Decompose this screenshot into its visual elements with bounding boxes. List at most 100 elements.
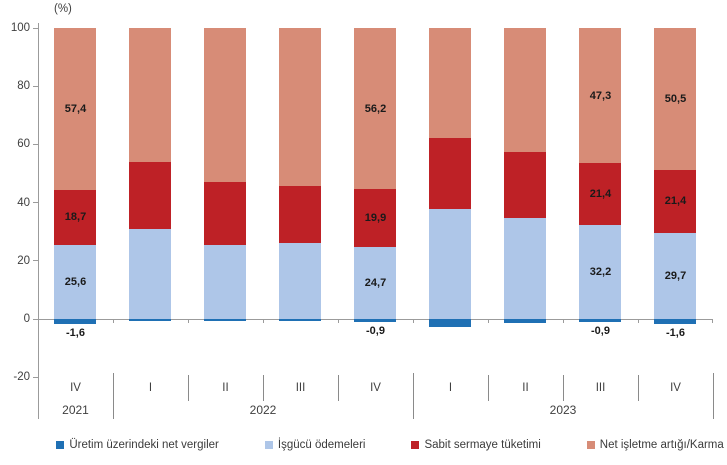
- bar-segment-fixed-capital: [279, 186, 321, 244]
- value-label: 24,7: [364, 277, 387, 290]
- y-tick: [33, 376, 38, 378]
- legend-item: Net işletme artığı/Karma gelir: [586, 439, 727, 451]
- x-tick: [413, 319, 414, 323]
- x-tick: [263, 319, 264, 323]
- legend-item: Sabit sermaye tüketimi: [411, 439, 541, 451]
- y-tick: [33, 260, 38, 262]
- x-tick: [188, 319, 189, 323]
- x-tick: [38, 319, 39, 323]
- value-label: 19,9: [364, 212, 387, 225]
- x-axis-label-area: IV I II III IV I II III IV 2021 2022 2023: [38, 372, 714, 422]
- bar-segment-surplus: [504, 28, 546, 152]
- bar-segment-surplus: [429, 28, 471, 138]
- y-tick-label: 0: [23, 313, 30, 325]
- y-tick-label: 60: [17, 138, 30, 151]
- bar-slot-2: [188, 28, 263, 323]
- plot-area: -1,6 25,6 18,7 57,4 -0,9 24,7 19,9 56,2 -0,9 32,2…: [38, 28, 713, 339]
- bar-segment-net-taxes: [654, 319, 696, 324]
- value-label: 21,4: [589, 188, 612, 201]
- bar-segment-labour: [279, 243, 321, 319]
- year-separator: [413, 373, 414, 419]
- bar-segment-net-taxes: [504, 319, 546, 324]
- y-tick: [33, 27, 38, 29]
- bar-slot-6: [488, 28, 563, 324]
- quarter-separator: [263, 375, 264, 401]
- bar-segment-fixed-capital: [354, 189, 396, 248]
- bar-segment-net-taxes: [429, 319, 471, 327]
- value-label: 56,2: [364, 102, 387, 115]
- quarter-label: IV: [370, 382, 381, 394]
- legend-label: İşgücü ödemeleri: [277, 439, 366, 451]
- quarter-label: I: [148, 382, 153, 394]
- bar-segment-labour: [354, 247, 396, 319]
- year-label: 2022: [249, 403, 277, 417]
- value-label: -1,6: [666, 326, 685, 339]
- bar-segment-fixed-capital: [204, 182, 246, 246]
- bar-slot-8: -1,6 29,7 21,4 50,5: [638, 28, 713, 339]
- bar-segment-labour: [204, 245, 246, 319]
- y-axis-unit-label: (%): [54, 3, 72, 15]
- legend-label: Üretim üzerindeki net vergiler: [69, 439, 219, 451]
- x-tick: [338, 319, 339, 323]
- quarter-label: IV: [670, 382, 681, 394]
- bar-segment-net-taxes: [354, 319, 396, 322]
- year-separator: [713, 373, 714, 419]
- quarter-label: IV: [70, 382, 81, 394]
- value-label: 21,4: [664, 195, 687, 208]
- legend: Üretim üzerindeki net vergiler İşgücü öde…: [0, 439, 727, 451]
- x-tick: [488, 319, 489, 323]
- bar-segment-fixed-capital: [504, 151, 546, 219]
- bar-slot-5: [413, 28, 488, 327]
- bar-slot-3: [263, 28, 338, 323]
- value-label: 57,4: [64, 103, 87, 116]
- bar-segment-net-taxes: [579, 319, 621, 322]
- x-tick: [563, 319, 564, 323]
- y-tick-label: 80: [17, 80, 30, 93]
- value-label: -0,9: [366, 324, 385, 337]
- year-separator: [113, 373, 114, 419]
- bar-segment-labour: [129, 229, 171, 319]
- quarter-separator: [638, 375, 639, 401]
- surplus-swatch-icon: [586, 441, 595, 449]
- bar-segment-net-taxes: [279, 319, 321, 321]
- y-tick-label: 100: [10, 22, 30, 34]
- bar-slot-0: -1,6 25,6 18,7 57,4: [38, 28, 113, 339]
- value-label: 25,6: [64, 275, 87, 288]
- bar-segment-surplus: [279, 28, 321, 187]
- y-axis-line: [38, 23, 39, 419]
- bar-segment-labour: [504, 218, 546, 319]
- bar-segment-net-taxes: [54, 319, 96, 324]
- bar-segment-net-taxes: [129, 319, 171, 322]
- bar-slot-4: -0,9 24,7 19,9 56,2: [338, 28, 413, 337]
- legend-item: Üretim üzerindeki net vergiler: [56, 439, 219, 451]
- y-tick-label: 40: [17, 196, 30, 209]
- quarter-label: I: [448, 382, 453, 394]
- bar-segment-labour: [54, 244, 96, 319]
- bar-segment-surplus: [54, 28, 96, 191]
- bar-segment-surplus: [654, 28, 696, 171]
- bar-segment-fixed-capital: [129, 161, 171, 230]
- quarter-separator: [188, 375, 189, 401]
- quarter-label: II: [522, 382, 529, 394]
- value-label: -0,9: [591, 324, 610, 337]
- bar-segment-fixed-capital: [579, 163, 621, 226]
- bar-slot-1: [113, 28, 188, 323]
- quarter-label: II: [222, 382, 229, 394]
- legend-item: İşgücü ödemeleri: [264, 439, 366, 451]
- y-tick: [33, 318, 38, 320]
- quarter-separator: [338, 375, 339, 401]
- value-label: 50,5: [664, 93, 687, 106]
- y-tick: [33, 85, 38, 87]
- quarter-separator: [488, 375, 489, 401]
- net-taxes-swatch-icon: [56, 441, 65, 449]
- bar-segment-surplus: [204, 28, 246, 183]
- legend-label: Net işletme artığı/Karma gelir: [599, 439, 727, 451]
- bar-segment-fixed-capital: [54, 190, 96, 245]
- bar-segment-fixed-capital: [429, 137, 471, 210]
- labour-swatch-icon: [264, 441, 273, 449]
- y-tick-label: 20: [17, 254, 30, 267]
- value-label: 32,2: [589, 266, 612, 279]
- y-tick: [33, 143, 38, 145]
- bar-segment-labour: [654, 232, 696, 319]
- x-tick: [712, 319, 713, 323]
